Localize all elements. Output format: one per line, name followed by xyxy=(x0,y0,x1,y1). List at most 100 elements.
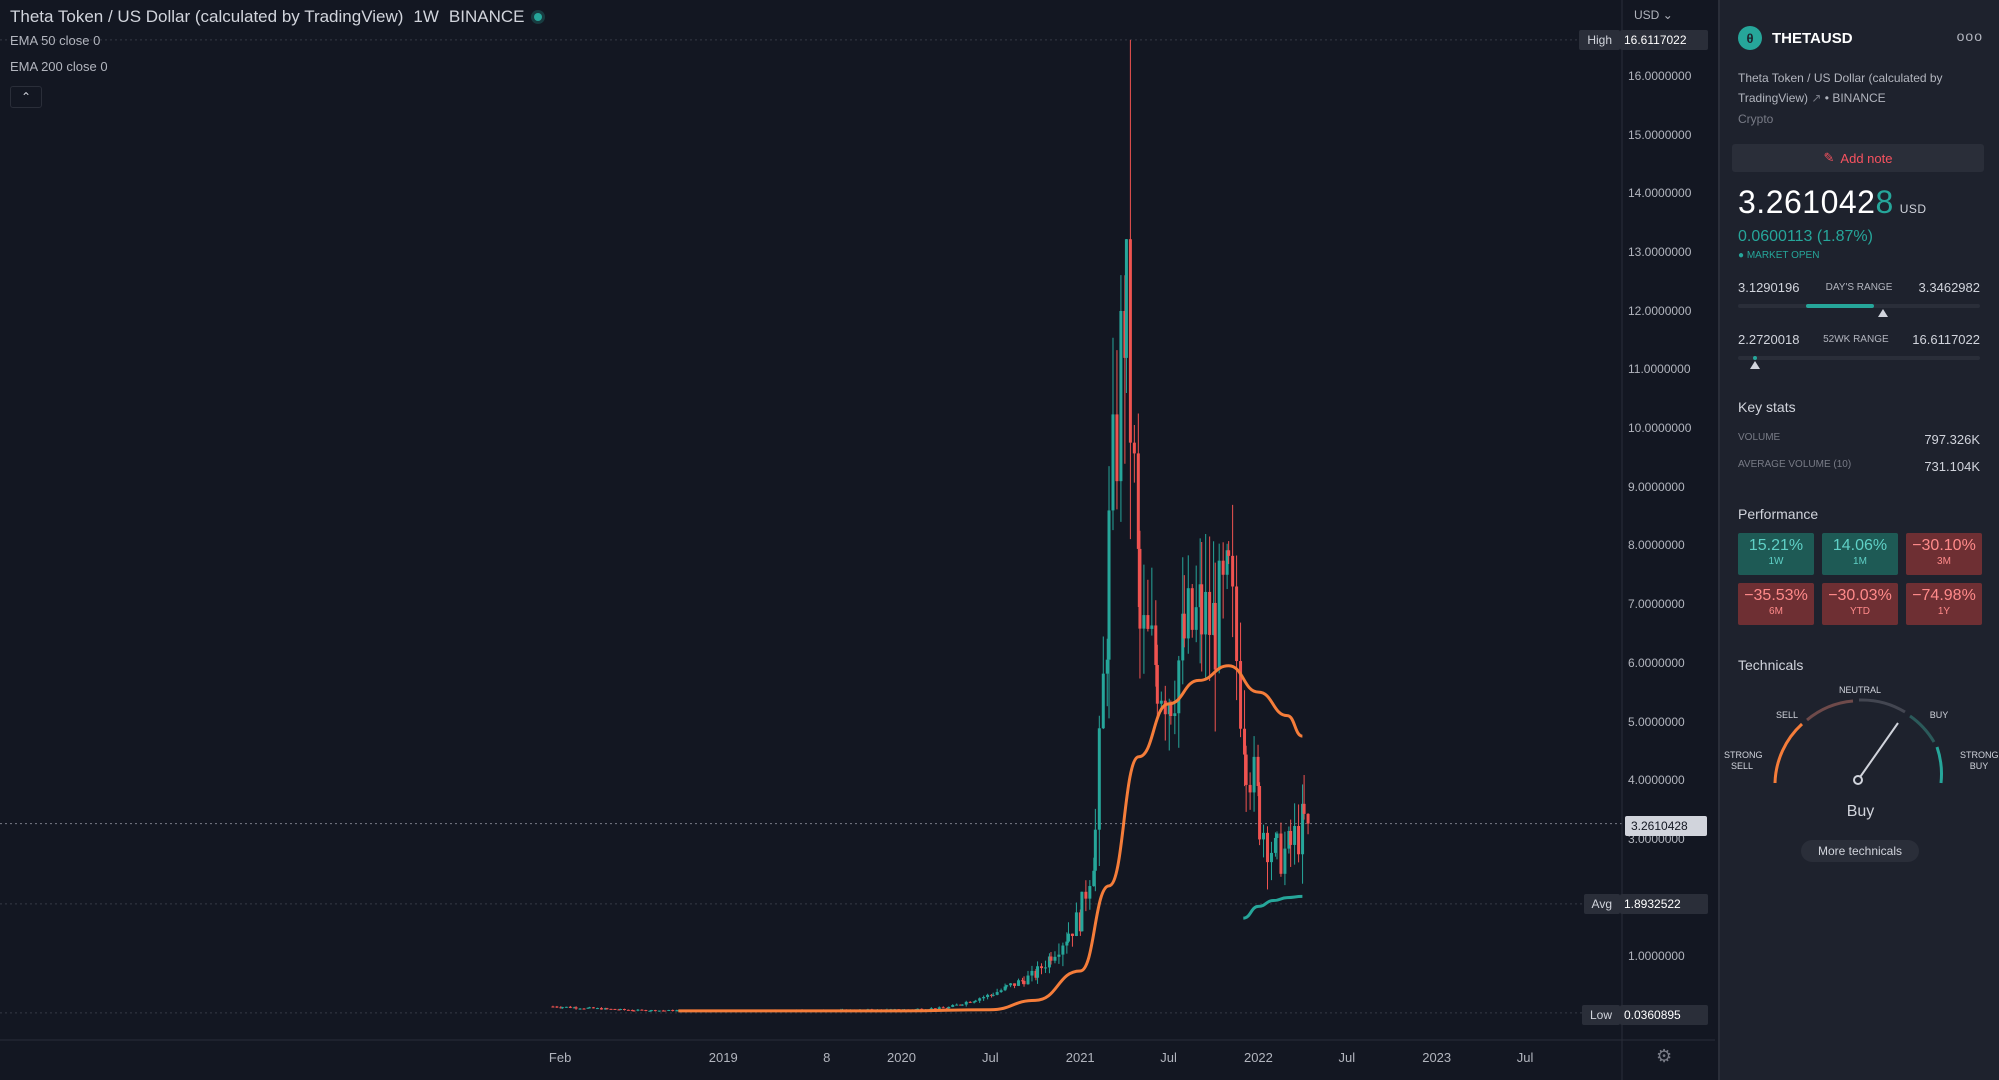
external-link-icon[interactable]: ↗ xyxy=(1811,91,1822,105)
candle-body xyxy=(1190,588,1194,630)
gauge-strong-sell-arc xyxy=(1773,722,1804,784)
technicals-gauge[interactable] xyxy=(1720,680,1999,800)
chart-settings-gear-icon[interactable]: ⚙ xyxy=(1656,1046,1673,1066)
theta-logo-icon: θ xyxy=(1738,26,1762,50)
performance-1y[interactable]: −74.98% 1Y xyxy=(1906,583,1982,625)
avg-tag: Avg 1.8932522 xyxy=(1583,894,1708,914)
more-options-icon[interactable]: ooo xyxy=(1956,28,1983,44)
candle-body xyxy=(663,1010,667,1012)
high-tag: High 16.6117022 xyxy=(1579,30,1708,50)
last-price: 3.2610428 USD xyxy=(1738,184,1927,221)
more-technicals-button[interactable]: More technicals xyxy=(1801,840,1919,862)
candle-body xyxy=(1047,956,1051,968)
candle-body xyxy=(1198,584,1202,608)
candle-body xyxy=(945,1007,949,1009)
add-note-button[interactable]: ✎ Add note xyxy=(1732,144,1984,172)
candle-body xyxy=(1115,414,1119,482)
candle-body xyxy=(1262,832,1266,840)
performance-6m[interactable]: −35.53% 6M xyxy=(1738,583,1814,625)
candle-body xyxy=(978,998,982,1001)
candle-body xyxy=(568,1006,572,1008)
candle-body xyxy=(560,1007,564,1009)
description-line-2: TradingView) ↗ • BINANCE xyxy=(1738,88,1988,108)
interval-label[interactable]: 1W xyxy=(413,7,439,26)
avg-volume-value: 731.104K xyxy=(1924,459,1980,474)
wk52-range-high: 16.6117022 xyxy=(1912,332,1980,347)
candle-body xyxy=(991,994,995,996)
candle-body xyxy=(636,1009,640,1011)
market-status-text: MARKET OPEN xyxy=(1746,250,1820,261)
candle-body xyxy=(1123,310,1127,358)
candle-body xyxy=(1275,833,1279,838)
avg-tag-label: Avg xyxy=(1583,894,1620,914)
add-note-label: Add note xyxy=(1840,150,1893,166)
symbol-header[interactable]: θ THETAUSD xyxy=(1738,26,1853,50)
candle-body xyxy=(1034,970,1038,978)
indicator-ema50[interactable]: EMA 50 close 0 xyxy=(10,33,101,48)
ema200-line xyxy=(1243,894,1303,920)
strong-sell-line-2: SELL xyxy=(1730,761,1754,771)
candle-body xyxy=(626,1009,630,1011)
price-axis-tick: 8.0000000 xyxy=(1628,538,1685,553)
candle-body xyxy=(605,1008,609,1010)
candle-body xyxy=(1227,550,1231,556)
candle-body xyxy=(1182,613,1186,639)
candle-body xyxy=(591,1007,595,1009)
axis-currency-selector[interactable]: USD ⌄ xyxy=(1634,8,1673,22)
performance-1m[interactable]: 14.06% 1M xyxy=(1822,533,1898,575)
price-chart[interactable] xyxy=(0,0,1715,1080)
time-axis-tick: 2020 xyxy=(887,1050,916,1065)
candle-body xyxy=(1040,966,1044,969)
candle-body xyxy=(916,1008,920,1010)
candle-body xyxy=(617,1009,621,1011)
indicator-ema200[interactable]: EMA 200 close 0 xyxy=(10,59,108,74)
candle-body xyxy=(609,1008,613,1010)
chart-legend: Theta Token / US Dollar (calculated by T… xyxy=(10,6,543,80)
candle-body xyxy=(671,1010,675,1012)
candle-body xyxy=(1017,980,1021,986)
candle-body xyxy=(1252,756,1256,793)
candle-body xyxy=(1053,956,1057,961)
edit-note-icon: ✎ xyxy=(1823,150,1835,165)
candle-body xyxy=(1097,728,1101,830)
chevron-down-icon: ⌄ xyxy=(1662,8,1673,22)
performance-value: −30.03% xyxy=(1828,587,1892,604)
performance-value: −74.98% xyxy=(1912,587,1976,604)
candle-body xyxy=(551,1006,555,1008)
gauge-strong-buy-arc xyxy=(1935,746,1943,784)
symbol-name: THETAUSD xyxy=(1772,29,1853,47)
symbol-title[interactable]: Theta Token / US Dollar (calculated by T… xyxy=(10,7,404,26)
collapse-legend-button[interactable]: ⌃ xyxy=(10,86,42,108)
price-last-digit: 8 xyxy=(1875,184,1894,220)
gauge-strong-sell-label: STRONG SELL xyxy=(1724,750,1763,772)
candle-body xyxy=(1105,659,1109,674)
candle-body xyxy=(1150,625,1154,629)
performance-ytd[interactable]: −30.03% YTD xyxy=(1822,583,1898,625)
price-axis-tick: 14.0000000 xyxy=(1628,186,1692,201)
candle-body xyxy=(1146,615,1150,629)
low-tag: Low 0.0360895 xyxy=(1581,1005,1708,1025)
gauge-sell-arc xyxy=(1806,699,1854,722)
candle-body xyxy=(1084,891,1088,899)
candle-body xyxy=(1003,986,1007,991)
candle-body xyxy=(648,1010,652,1012)
candle-body xyxy=(588,1007,592,1009)
wk52-range-marker-icon xyxy=(1749,361,1760,369)
performance-grid: 15.21% 1W 14.06% 1M −30.10% 3M −35.53% 6M −30.03… xyxy=(1738,533,1982,625)
candle-body xyxy=(1142,615,1146,629)
price-axis-tick: 10.0000000 xyxy=(1628,421,1692,435)
price-axis-tick: 12.0000000 xyxy=(1628,303,1692,318)
candle-body xyxy=(1225,550,1229,575)
candle-body xyxy=(1119,310,1123,482)
chevron-up-icon: ⌃ xyxy=(20,90,32,104)
performance-1w[interactable]: 15.21% 1W xyxy=(1738,533,1814,575)
candle-body xyxy=(661,1010,665,1012)
performance-period: 6M xyxy=(1769,606,1783,617)
candle-body xyxy=(1239,661,1243,729)
performance-3m[interactable]: −30.10% 3M xyxy=(1906,533,1982,575)
chart-area[interactable]: Theta Token / US Dollar (calculated by T… xyxy=(0,0,1715,1080)
candle-body xyxy=(1279,833,1283,874)
candle-body xyxy=(1049,956,1053,961)
price-axis-tick: 1.0000000 xyxy=(1628,949,1685,964)
candle-body xyxy=(1235,586,1239,662)
